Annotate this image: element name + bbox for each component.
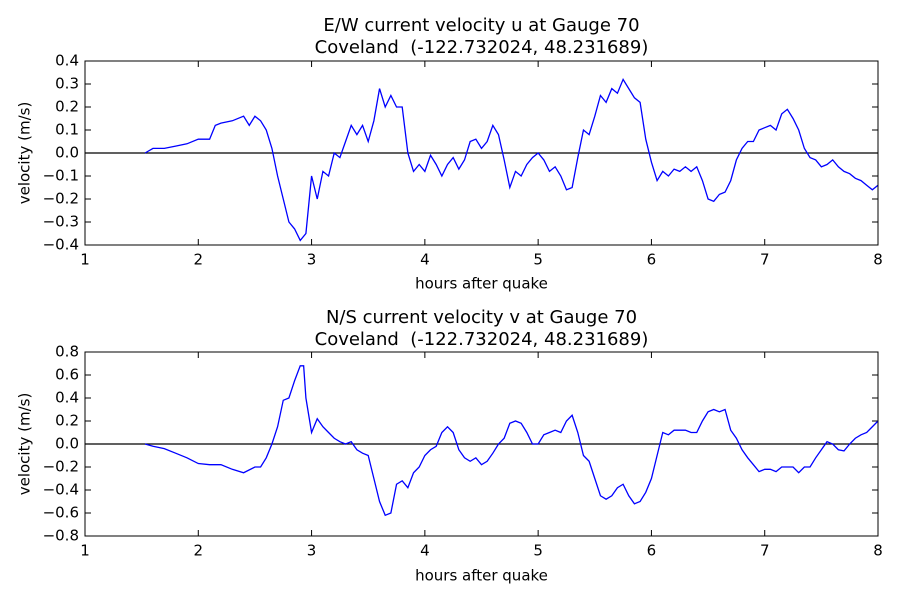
chart-title: N/S current velocity v at Gauge 70: [326, 307, 637, 328]
y-tick-label: 0.2: [55, 412, 79, 430]
chart-subtitle: Coveland (-122.732024, 48.231689): [315, 329, 649, 350]
x-tick-label: 6: [647, 251, 657, 269]
x-tick-label: 7: [760, 251, 770, 269]
x-tick-label: 2: [194, 251, 204, 269]
x-tick-label: 4: [420, 251, 430, 269]
y-tick-label: −0.4: [43, 236, 79, 254]
y-tick-label: −0.2: [43, 190, 79, 208]
y-tick-label: −0.8: [43, 527, 79, 545]
x-tick-label: 5: [533, 251, 543, 269]
y-tick-label: 0.4: [55, 52, 79, 70]
chart-subtitle: Coveland (-122.732024, 48.231689): [315, 37, 649, 58]
x-tick-label: 4: [420, 542, 430, 560]
chart-title: E/W current velocity u at Gauge 70: [323, 15, 639, 36]
y-tick-label: 0.8: [55, 343, 79, 361]
y-axis-label: velocity (m/s): [16, 102, 34, 205]
y-axis-label: velocity (m/s): [16, 393, 34, 496]
y-tick-label: −0.6: [43, 504, 79, 522]
y-tick-label: 0.1: [55, 121, 79, 139]
plot-frame: [84, 60, 879, 246]
y-tick-label: 0.0: [55, 144, 79, 162]
y-tick-label: 0.4: [55, 389, 79, 407]
y-tick-label: 0.6: [55, 366, 79, 384]
x-tick-label: 8: [873, 542, 883, 560]
y-tick-label: 0.3: [55, 75, 79, 93]
x-tick-label: 2: [194, 542, 204, 560]
x-tick-label: 8: [873, 251, 883, 269]
y-tick-label: −0.1: [43, 167, 79, 185]
x-axis-label: hours after quake: [415, 275, 548, 293]
data-line: [144, 77, 879, 242]
y-tick-label: 0.0: [55, 435, 79, 453]
x-tick-label: 5: [533, 542, 543, 560]
y-tick-label: −0.4: [43, 481, 79, 499]
x-tick-label: 6: [647, 542, 657, 560]
x-tick-label: 3: [307, 251, 317, 269]
plot-frame: [84, 351, 879, 537]
x-axis-label: hours after quake: [415, 567, 548, 585]
data-line: [144, 365, 879, 517]
x-tick-label: 3: [307, 542, 317, 560]
y-tick-label: −0.2: [43, 458, 79, 476]
y-tick-label: 0.2: [55, 98, 79, 116]
x-tick-label: 1: [80, 542, 90, 560]
y-tick-label: −0.3: [43, 213, 79, 231]
x-tick-label: 7: [760, 542, 770, 560]
x-tick-label: 1: [80, 251, 90, 269]
